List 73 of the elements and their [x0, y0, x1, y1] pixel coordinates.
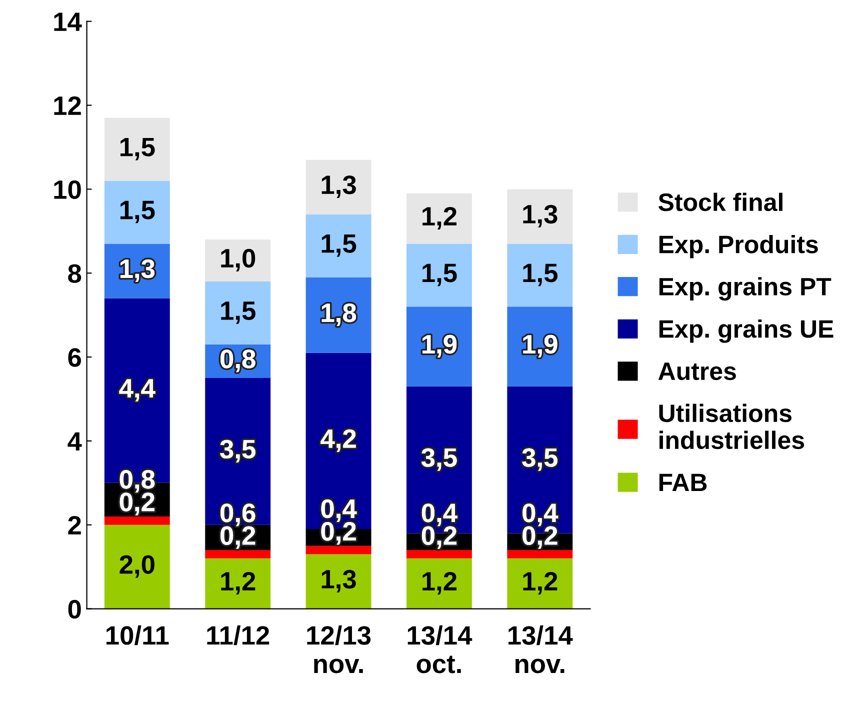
legend-label: Autres — [658, 362, 736, 380]
data-label: 0,6 — [220, 504, 256, 526]
bar — [406, 558, 472, 609]
data-label: 1,3 — [120, 259, 155, 282]
y-tick-label: 6 — [68, 348, 81, 367]
x-tick-label: 10/11 — [106, 625, 169, 646]
bar — [104, 180, 170, 244]
bar — [507, 550, 573, 558]
data-label: 1,5 — [422, 264, 457, 286]
data-label: 4,2 — [320, 429, 356, 452]
data-label: 1,5 — [120, 200, 155, 224]
bar — [406, 550, 472, 558]
y-tick-label: 2 — [68, 516, 81, 534]
legend-label: Exp. grains PT — [659, 277, 832, 301]
bar — [306, 214, 372, 278]
bar — [104, 118, 170, 181]
legend-label: Exp. grains UE — [659, 319, 834, 343]
data-label: 4,4 — [119, 379, 156, 402]
y-tick-label: 8 — [68, 264, 82, 283]
data-label: 0,2 — [422, 526, 456, 549]
legend-label: FAB — [659, 474, 707, 492]
data-label: 1,2 — [422, 572, 456, 594]
data-label: 1,9 — [523, 334, 558, 358]
bar — [406, 193, 472, 244]
legend-label: Utilisations industrielles — [659, 404, 804, 450]
data-label: 1,5 — [322, 234, 356, 257]
data-label: 3,5 — [522, 448, 558, 471]
data-label: 2,0 — [120, 555, 154, 578]
y-tick-label: 14 — [54, 12, 82, 31]
data-label: 0,2 — [120, 492, 154, 516]
x-tick-label: 12/13 nov. — [307, 625, 371, 674]
bar — [306, 546, 372, 554]
data-label: 3,5 — [421, 448, 457, 471]
legend-label: Stock final — [658, 192, 782, 212]
data-label: 1,5 — [523, 264, 558, 286]
bar — [306, 554, 372, 609]
data-label: 1,8 — [322, 303, 356, 326]
data-label: 1,2 — [221, 572, 256, 594]
bar — [104, 524, 170, 609]
data-label: 1,2 — [422, 206, 456, 230]
data-label: 0,4 — [321, 499, 357, 522]
data-label: 1,5 — [221, 302, 256, 324]
bar — [507, 244, 573, 307]
bar — [205, 281, 271, 344]
bar — [104, 516, 170, 525]
bar — [205, 240, 271, 282]
data-label: 1,2 — [523, 572, 558, 594]
data-label: 1,5 — [120, 138, 155, 160]
data-label: 0,4 — [422, 504, 458, 526]
bar — [205, 550, 271, 558]
data-label: 3,5 — [220, 440, 256, 462]
bar — [306, 160, 372, 214]
y-tick-label: 10 — [54, 180, 81, 200]
data-label: 1,0 — [221, 248, 256, 272]
y-tick-label: 12 — [54, 96, 81, 115]
data-label: 0,8 — [220, 350, 256, 372]
x-tick-label: 11/12 — [207, 625, 270, 646]
data-label: 1,3 — [322, 570, 356, 592]
x-tick-label: 13/14 nov. — [508, 625, 573, 674]
bar — [406, 244, 472, 307]
data-label: 1,9 — [422, 334, 457, 358]
legend-label: Exp. Produits — [659, 234, 818, 258]
bar — [507, 558, 573, 609]
bar — [205, 558, 271, 609]
data-label: 0,4 — [522, 504, 558, 526]
y-tick-label: 4 — [68, 432, 82, 450]
x-tick-label: 13/14 oct. — [408, 625, 472, 674]
data-label: 0,2 — [220, 526, 256, 549]
data-label: 1,3 — [523, 204, 558, 228]
bar — [507, 189, 573, 244]
data-label: 0,2 — [522, 526, 558, 549]
y-tick-label: 0 — [68, 600, 81, 619]
data-label: 1,3 — [322, 175, 356, 198]
